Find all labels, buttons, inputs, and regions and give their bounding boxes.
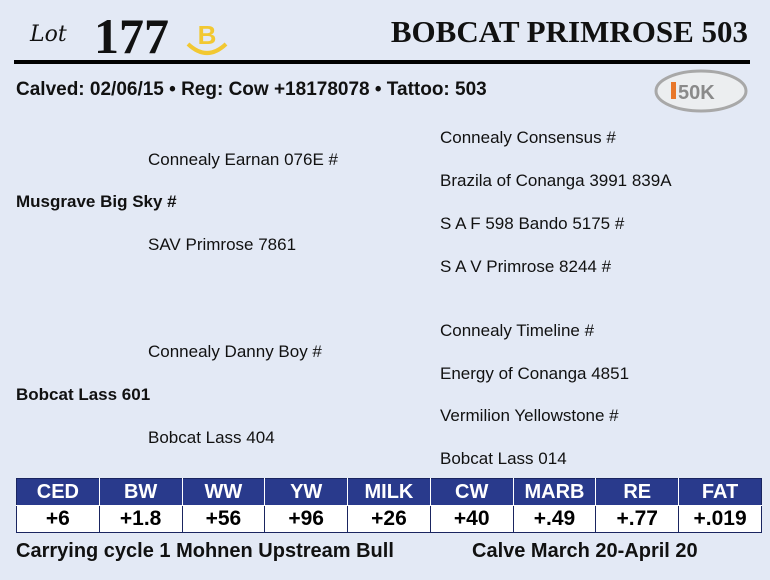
pedigree-sds: S A F 598 Bando 5175 #	[440, 214, 625, 233]
pedigree-sss: Connealy Consensus #	[440, 128, 616, 147]
epd-value-row: +6 +1.8 +56 +96 +26 +40 +.49 +.77 +.019	[16, 505, 762, 533]
epd-header: RE	[595, 478, 680, 506]
epd-value: +6	[16, 505, 100, 533]
pedigree-dss: Connealy Timeline #	[440, 321, 595, 340]
epd-header: CW	[429, 478, 514, 506]
epd-value: +1.8	[98, 505, 183, 533]
lot-number: 177	[94, 8, 169, 64]
pedigree-dam-sire: Connealy Danny Boy #	[148, 342, 322, 361]
pedigree-ssd: Brazila of Conanga 3991 839A	[440, 171, 672, 190]
epd-header: BW	[98, 478, 183, 506]
epd-value: +26	[347, 505, 431, 533]
epd-value: +40	[429, 505, 514, 533]
epd-header: FAT	[678, 478, 762, 506]
pedigree-sdd: S A V Primrose 8244 #	[440, 257, 612, 276]
pedigree-dam: Bobcat Lass 601	[16, 385, 151, 404]
pedigree-dam-dam: Bobcat Lass 404	[148, 428, 275, 447]
svg-text:B: B	[198, 20, 217, 50]
breeding-note: Carrying cycle 1 Mohnen Upstream Bull	[16, 540, 394, 562]
animal-name: BOBCAT PRIMROSE 503	[390, 14, 748, 49]
epd-header: CED	[16, 478, 100, 506]
epd-value: +.77	[595, 505, 680, 533]
registration-info: Calved: 02/06/15 • Reg: Cow +18178078 • …	[16, 79, 487, 100]
epd-value: +96	[264, 505, 349, 533]
svg-text:50K: 50K	[678, 82, 715, 104]
pedigree-sire: Musgrave Big Sky #	[16, 192, 177, 211]
epd-header: MILK	[347, 478, 431, 506]
pedigree-dsd: Energy of Conanga 4851	[440, 364, 630, 383]
epd-value: +.019	[678, 505, 762, 533]
pedigree-dds: Vermilion Yellowstone #	[440, 406, 619, 425]
epd-header: YW	[264, 478, 349, 506]
pedigree-sire-dam: SAV Primrose 7861	[148, 235, 297, 254]
epd-table: CED BW WW YW MILK CW MARB RE FAT +6 +1.8…	[16, 478, 762, 533]
epd-header: WW	[181, 478, 266, 506]
epd-value: +56	[181, 505, 266, 533]
pedigree-ddd: Bobcat Lass 014	[440, 449, 567, 468]
lot-label: Lot	[30, 22, 67, 47]
b-badge-icon: B	[184, 18, 230, 58]
header-divider	[14, 60, 750, 64]
pedigree-sire-sire: Connealy Earnan 076E #	[148, 150, 338, 169]
epd-header-row: CED BW WW YW MILK CW MARB RE FAT	[16, 478, 762, 506]
calving-window: Calve March 20-April 20	[472, 540, 698, 562]
epd-value: +.49	[512, 505, 597, 533]
epd-header: MARB	[512, 478, 597, 506]
i50k-logo: 50K	[654, 69, 748, 113]
